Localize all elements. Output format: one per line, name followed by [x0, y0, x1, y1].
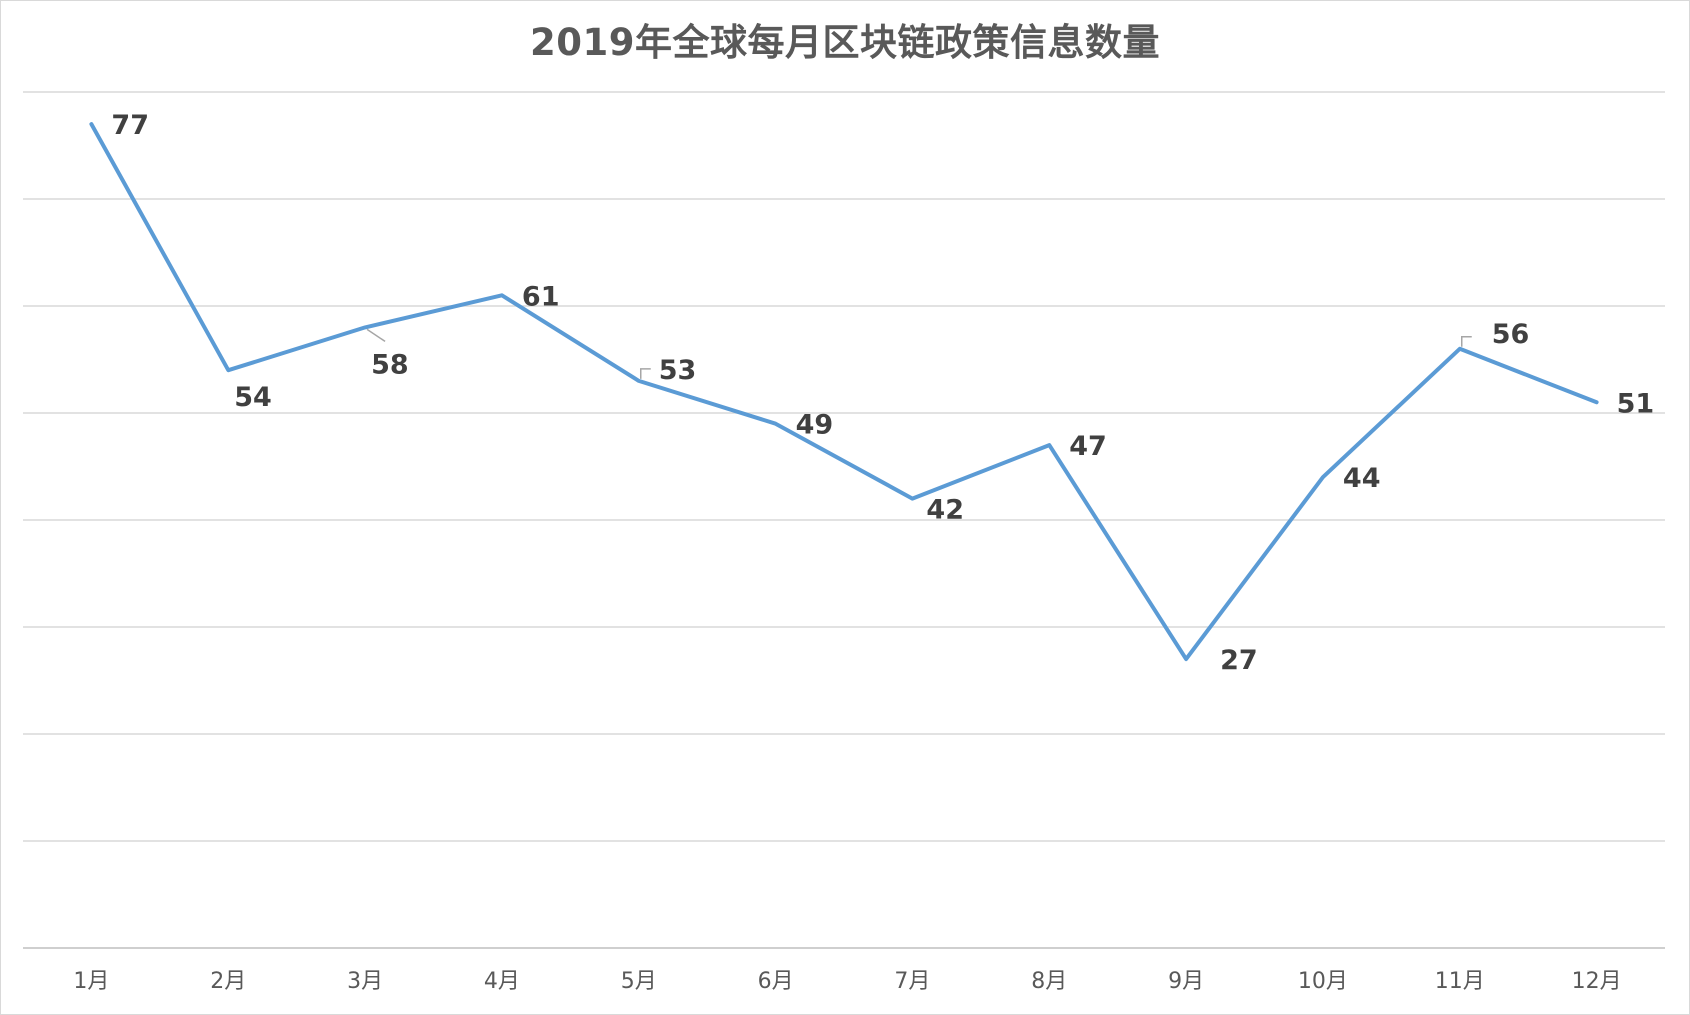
series-group — [89, 122, 1599, 662]
leader-line — [1461, 336, 1472, 347]
x-axis-ticks: 1月 2月 3月 4月 5月 6月 7月 8月 9月 10月 11月 12月 — [73, 969, 1621, 994]
data-label: 42 — [926, 495, 964, 526]
data-label: 77 — [111, 110, 149, 141]
leader-line — [366, 328, 386, 343]
data-label: 47 — [1069, 431, 1107, 462]
leader-lines — [366, 328, 1472, 379]
data-label: 54 — [234, 382, 272, 413]
data-label: 61 — [522, 281, 560, 312]
data-label: 53 — [659, 355, 697, 386]
leader-line — [640, 368, 651, 379]
x-tick-label: 7月 — [894, 969, 930, 994]
series-line — [89, 122, 1599, 662]
chart-title: 2019年全球每月区块链政策信息数量 — [530, 21, 1160, 64]
x-tick-label: 5月 — [621, 969, 657, 994]
data-label: 58 — [371, 349, 409, 380]
data-label: 49 — [796, 410, 834, 441]
data-label: 44 — [1343, 463, 1381, 494]
x-tick-label: 12月 — [1572, 969, 1622, 994]
x-tick-label: 8月 — [1031, 969, 1067, 994]
x-tick-label: 6月 — [758, 969, 794, 994]
x-tick-label: 2月 — [210, 969, 246, 994]
x-tick-label: 1月 — [73, 969, 109, 994]
x-tick-label: 9月 — [1168, 969, 1204, 994]
x-tick-label: 10月 — [1298, 969, 1348, 994]
data-label: 27 — [1220, 645, 1258, 676]
x-tick-label: 11月 — [1435, 969, 1485, 994]
x-tick-label: 3月 — [347, 969, 383, 994]
data-labels: 77 54 58 61 53 49 42 47 27 44 56 51 — [111, 110, 1654, 676]
gridlines — [23, 91, 1665, 949]
x-tick-label: 4月 — [484, 969, 520, 994]
data-label: 51 — [1617, 388, 1655, 419]
data-label: 56 — [1492, 319, 1530, 350]
